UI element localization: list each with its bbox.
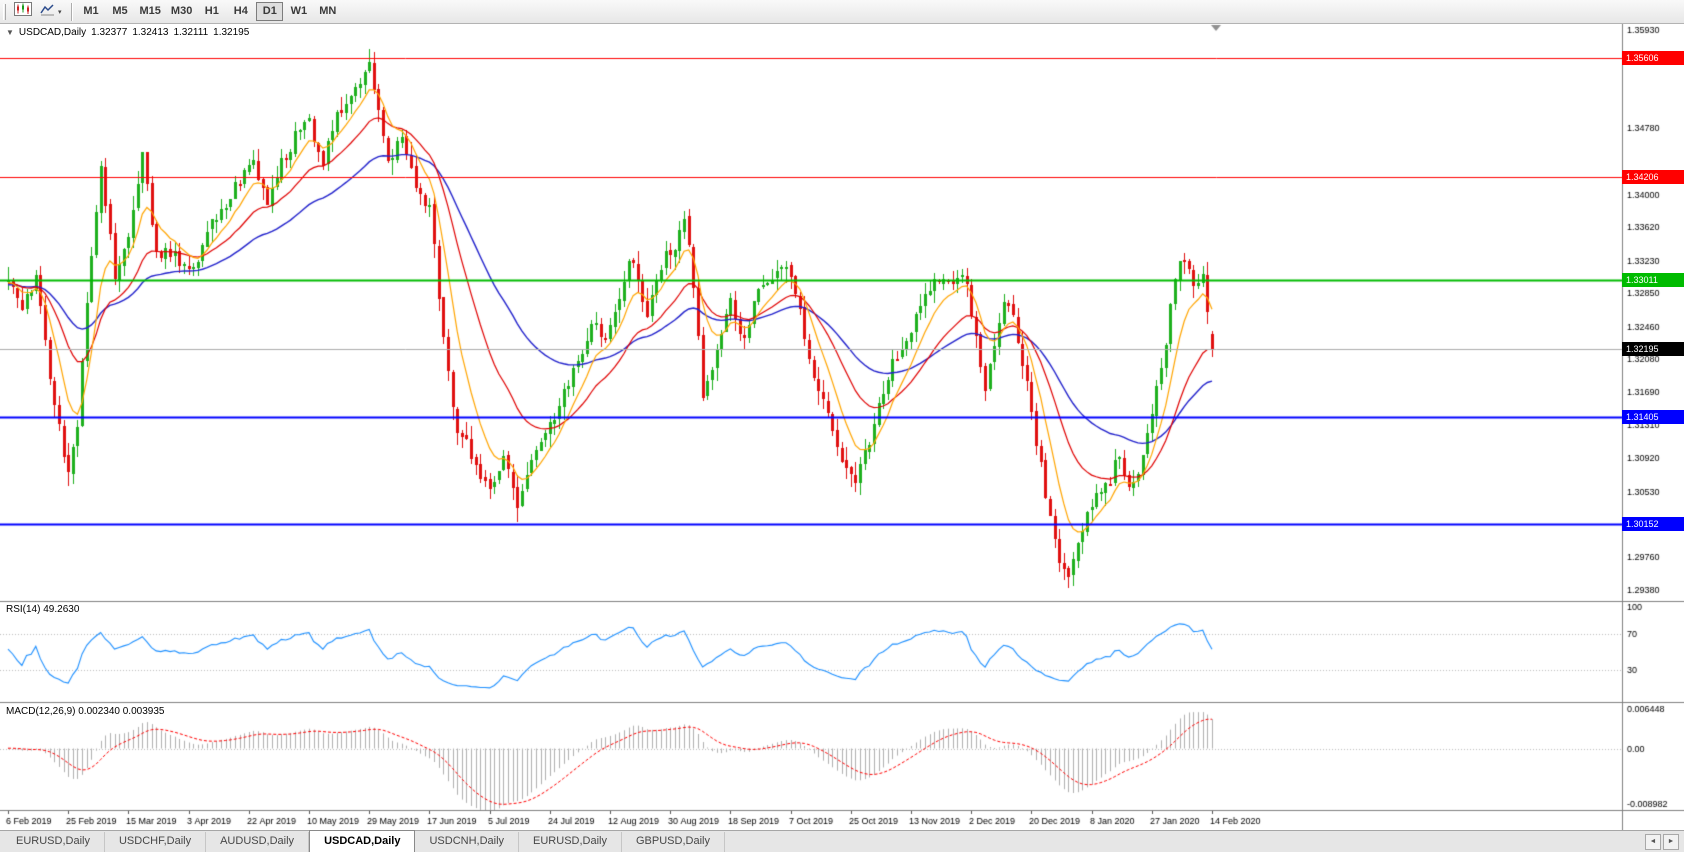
timeframe-toolbar: M1 M5 M15 M30 H1 H4 D1 W1 MN [77, 2, 343, 21]
timeframe-button-m15[interactable]: M15 [139, 5, 161, 17]
ohlc-high-value: 1.32413 [132, 27, 169, 38]
rsi-indicator-label: RSI(14) 49.2630 [6, 604, 80, 615]
resistance-price-label: 1.34206 [1622, 170, 1684, 184]
main-toolbar: ▾ M1 M5 M15 M30 H1 H4 D1 W1 MN [0, 0, 1684, 24]
timeframe-button-m1[interactable]: M1 [83, 5, 99, 17]
chart-tab-eurusd-daily[interactable]: EURUSD,Daily [2, 832, 105, 852]
ohlc-open-value: 1.32377 [91, 27, 128, 38]
timeframe-button-h1[interactable]: H1 [204, 5, 219, 17]
timeframe-button-w1[interactable]: W1 [290, 5, 308, 17]
dropdown-caret-icon: ▾ [58, 8, 62, 16]
timeframe-button-h4[interactable]: H4 [233, 5, 248, 17]
timeframe-button-d1[interactable]: D1 [256, 2, 284, 21]
tab-scroll-right-button[interactable]: ► [1663, 833, 1679, 850]
timeframe-button-m5[interactable]: M5 [112, 5, 128, 17]
toolbar-separator [70, 2, 72, 21]
chart-tabbar: EURUSD,Daily USDCHF,Daily AUDUSD,Daily USDC… [0, 830, 1684, 852]
support-price-label: 1.31405 [1622, 410, 1684, 424]
chart-ohlc-header: ▼ USDCAD,Daily 1.32377 1.32413 1.32111 1… [6, 27, 249, 38]
chart-tab-gbpusd-daily[interactable]: GBPUSD,Daily [622, 832, 725, 852]
chart-tab-eurusd-daily[interactable]: EURUSD,Daily [519, 832, 622, 852]
macd-indicator-label: MACD(12,26,9) 0.002340 0.003935 [6, 706, 165, 717]
chart-area: ▼ USDCAD,Daily 1.32377 1.32413 1.32111 1… [0, 24, 1684, 830]
chart-tab-usdcnh-daily[interactable]: USDCNH,Daily [415, 832, 520, 852]
resistance-price-label: 1.35606 [1622, 51, 1684, 65]
collapse-arrow-icon[interactable]: ▼ [6, 28, 14, 37]
tab-scroll-left-button[interactable]: ◄ [1645, 833, 1661, 850]
price-chart-canvas[interactable] [0, 24, 1684, 830]
chart-window-button[interactable] [10, 2, 36, 22]
timeframe-button-mn[interactable]: MN [319, 5, 337, 17]
ohlc-low-value: 1.32111 [173, 27, 209, 38]
support-price-label: 1.30152 [1622, 517, 1684, 531]
chart-tab-audusd-daily[interactable]: AUDUSD,Daily [206, 832, 310, 852]
tab-scroll-controls: ◄ ► [1640, 831, 1684, 852]
pivot-price-label: 1.33011 [1622, 273, 1684, 287]
chart-symbol-label: USDCAD,Daily [18, 27, 87, 38]
chart-tab-usdcad-daily[interactable]: USDCAD,Daily [309, 830, 416, 852]
bid-price-label: 1.32195 [1622, 342, 1684, 356]
line-chart-icon [40, 3, 56, 21]
candlestick-chart-icon [14, 2, 32, 21]
new-chart-dropdown-button[interactable]: ▾ [36, 2, 66, 22]
timeframe-button-m30[interactable]: M30 [170, 5, 193, 17]
chart-tab-usdchf-daily[interactable]: USDCHF,Daily [105, 832, 207, 852]
toolbar-grip [3, 3, 6, 20]
chart-tabs: EURUSD,Daily USDCHF,Daily AUDUSD,Daily USDC… [0, 830, 1640, 852]
ohlc-close-value: 1.32195 [213, 27, 250, 38]
